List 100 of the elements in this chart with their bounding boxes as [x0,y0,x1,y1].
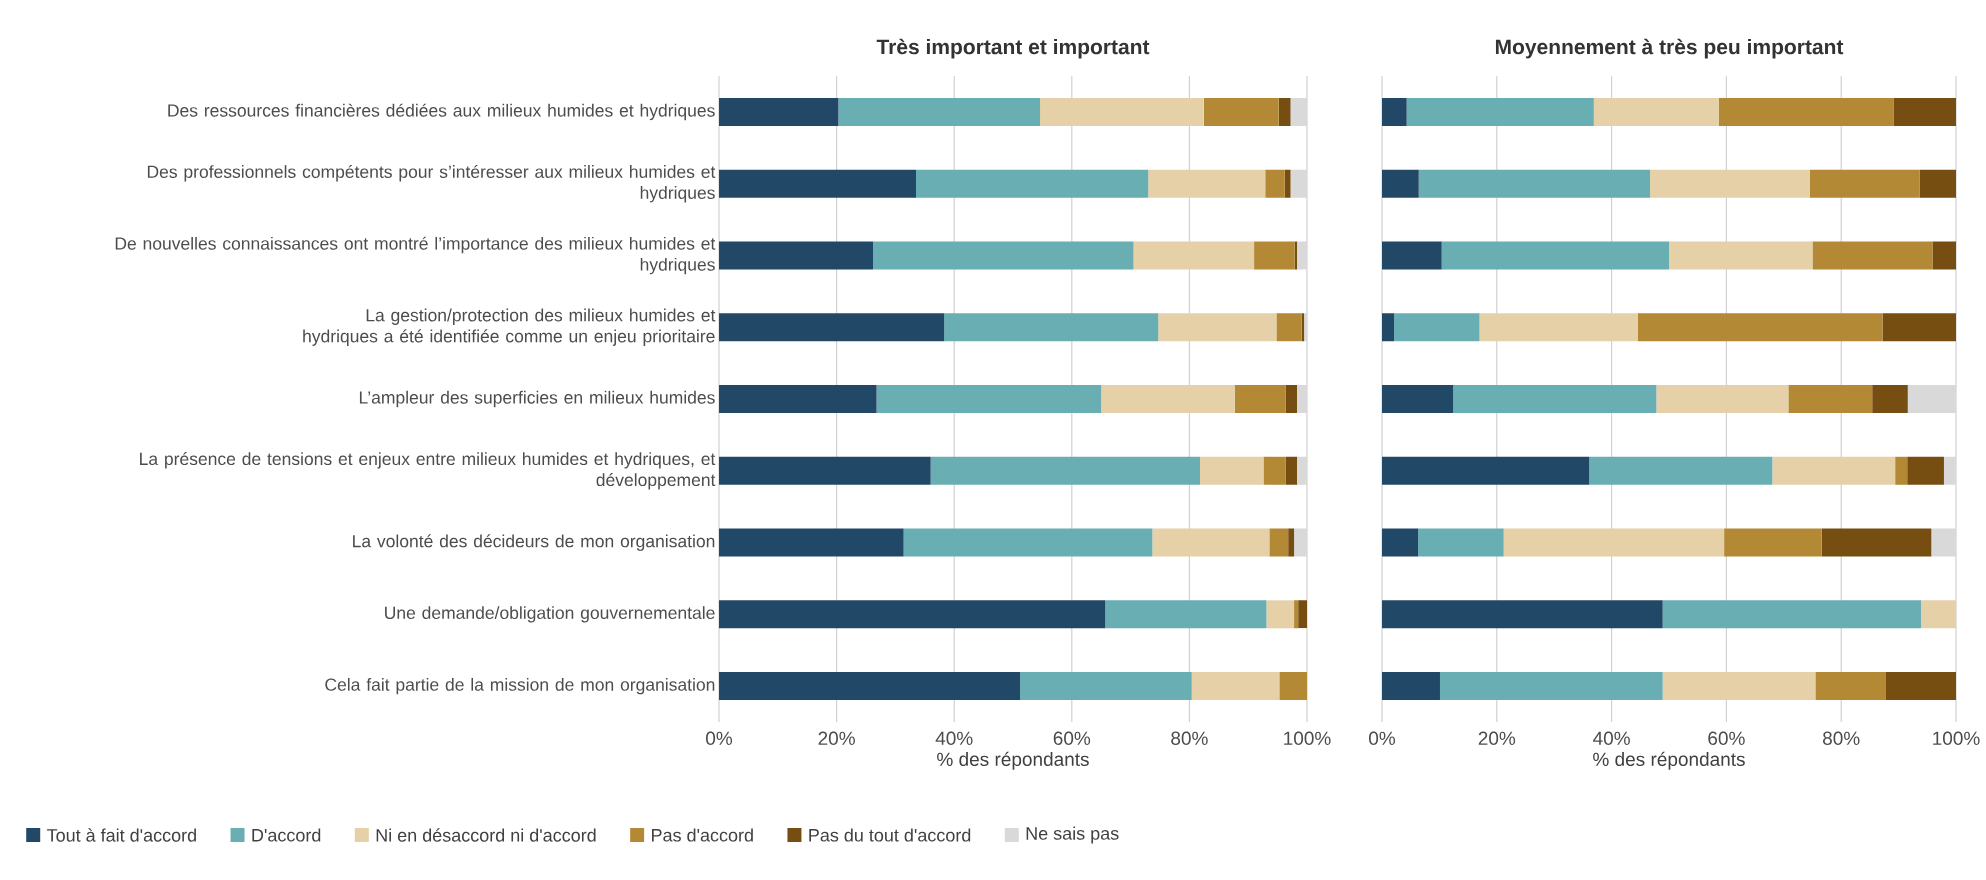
bar [1133,241,1255,270]
bar [1382,313,1395,342]
bar [1148,169,1266,198]
bar [1382,600,1663,629]
bar [876,385,1102,414]
bar [1382,456,1590,485]
bar [1907,456,1944,485]
bar [915,169,1149,198]
bar [1812,241,1933,270]
bar [1418,528,1504,557]
bar [873,241,1134,270]
bar [1276,313,1302,342]
x-tick-label: 80% [1171,731,1208,745]
y-tick-label: Des ressources financières dédiées aux milieux humides et hydriques [168,103,715,121]
bar [719,385,877,414]
x-axis-title: % des répondants [1593,751,1745,770]
bar [1872,385,1908,414]
bar [903,528,1153,557]
bar [1382,385,1454,414]
bar [1278,97,1291,126]
legend-label: Pas du tout d'accord [809,828,971,842]
bar [1254,241,1295,270]
bar [930,456,1200,485]
bar [719,313,945,342]
bar [1199,456,1264,485]
bar [1788,385,1873,414]
bar [1656,385,1789,414]
bar [719,241,874,270]
bar [1266,600,1295,629]
bar [1418,169,1651,198]
bar [1724,528,1822,557]
bar [1718,97,1894,126]
bar [1593,97,1719,126]
bar [1203,97,1279,126]
bar [719,672,1021,701]
y-tick-label: La volonté des décideurs de mon organisation [353,534,715,551]
bar [1772,456,1896,485]
bar [1885,672,1956,701]
bar [1040,97,1204,126]
y-tick-label: Des professionnels compétents pour s’intéresser aux milieux humides et hydriques [147,164,716,203]
x-axis-title: % des répondants [937,751,1089,770]
legend-label: Ne sais pas [1026,826,1119,844]
bar [1158,313,1277,342]
bar [1382,241,1442,270]
bar [1479,313,1639,342]
x-tick-label: 60% [1053,731,1091,745]
bar [1893,97,1956,126]
bar [719,97,839,126]
bar [1441,241,1669,270]
chart-title: Très important et important [876,38,1150,59]
bar [1815,672,1886,701]
bar [1662,672,1816,701]
bar [1669,241,1813,270]
y-tick-label: De nouvelles connaissances ont montré l’importance des milieux humides et hydriques [115,236,716,275]
bar [1105,600,1267,629]
bar [1269,528,1289,557]
bar [1263,456,1286,485]
bar [719,169,916,198]
bar [1638,313,1883,342]
bar [1101,385,1235,414]
bar [1234,385,1286,414]
bar [1382,528,1419,557]
bar [838,97,1041,126]
bar [1503,528,1725,557]
bar [1821,528,1932,557]
bar [1152,528,1270,557]
bar [1662,600,1921,629]
y-tick-label: La présence de tensions et enjeux entre milieux humides et hydriques, et développement [140,452,716,490]
bar [1589,456,1773,485]
bar [1919,169,1956,198]
bar [1285,385,1298,414]
x-tick-label: 20% [1478,731,1516,745]
bar [1284,169,1291,198]
bar [1285,456,1298,485]
bar [1650,169,1810,198]
bar [1294,600,1299,629]
bar [1394,313,1480,342]
bar [1020,672,1192,701]
bar [1265,169,1285,198]
x-tick-label: 60% [1708,731,1745,745]
y-tick-label: Une demande/obligation gouvernementale [385,606,715,623]
x-tick-label: 80% [1823,731,1860,745]
bar [1279,672,1307,701]
bar [719,528,904,557]
x-tick-label: 0% [1369,731,1396,745]
bar [1932,241,1956,270]
bar [944,313,1159,342]
bar [1439,672,1663,701]
bar [719,456,931,485]
x-tick-label: 100% [1284,731,1331,745]
bar [1406,97,1594,126]
legend-label: D'accord [252,828,321,842]
y-tick-label: Cela fait partie de la mission de mon organisation [325,677,715,695]
y-tick-label: La gestion/protection des milieux humides et hydriques a été identifiée comme un enjeu prioritaire [303,308,716,346]
bar [1895,456,1908,485]
bar [1920,600,1956,629]
legend-label: Tout à fait d'accord [47,828,196,842]
x-tick-label: 0% [706,731,733,745]
bar [1191,672,1280,701]
bar [1288,528,1295,557]
